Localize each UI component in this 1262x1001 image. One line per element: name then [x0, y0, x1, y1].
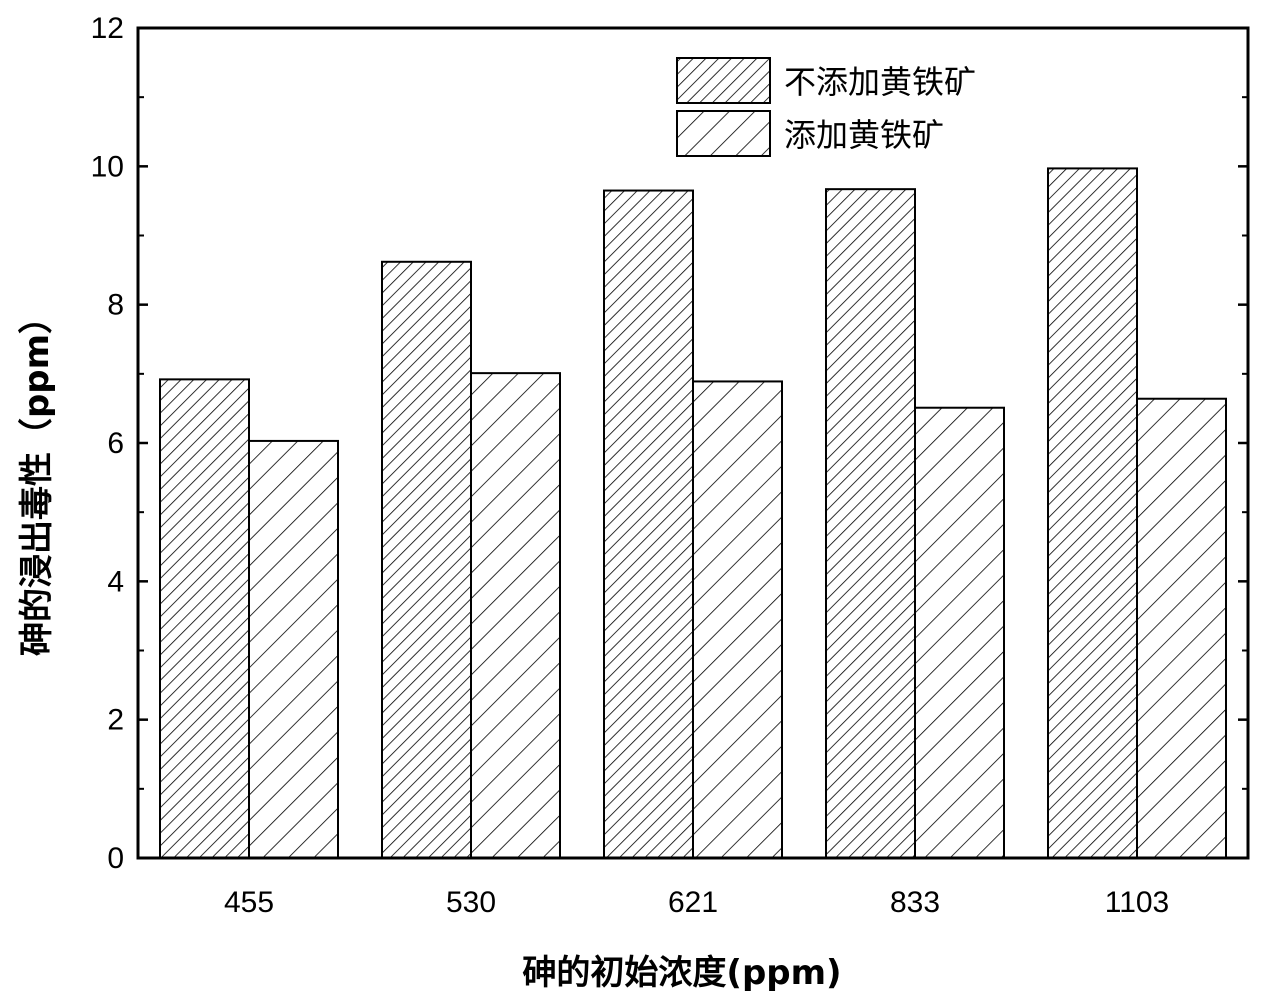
legend-label-with-pyrite: 添加黄铁矿	[784, 116, 944, 154]
bar-no-pyrite-530	[381, 260, 472, 859]
bars-group	[159, 167, 1227, 860]
y-tick-label: 8	[107, 289, 124, 322]
x-tick-label: 1103	[1105, 886, 1170, 919]
x-tick-label: 455	[224, 886, 274, 919]
x-tick-label: 621	[668, 886, 718, 919]
bar-with-pyrite-833	[914, 406, 1005, 859]
x-tick-label: 833	[890, 886, 940, 919]
x-tick-label: 530	[446, 886, 496, 919]
legend: 不添加黄铁矿 添加黄铁矿	[676, 57, 976, 157]
bar-with-pyrite-1103	[1136, 397, 1227, 859]
y-tick-label: 0	[107, 842, 124, 875]
bar-no-pyrite-455	[159, 378, 250, 859]
legend-swatch-no-pyrite	[676, 57, 771, 104]
bar-with-pyrite-530	[470, 372, 561, 859]
bar-no-pyrite-621	[603, 189, 694, 859]
bar-with-pyrite-455	[248, 439, 339, 859]
y-tick-label: 6	[107, 427, 124, 460]
y-axis-title: 砷的浸出毒性（ppm）	[17, 300, 57, 656]
y-tick-label: 2	[107, 704, 124, 737]
y-tick-label: 10	[91, 150, 124, 183]
y-tick-label: 4	[107, 565, 124, 598]
x-axis-title: 砷的初始浓度(ppm)	[522, 953, 841, 993]
legend-swatch-with-pyrite	[676, 110, 771, 157]
bar-no-pyrite-1103	[1047, 167, 1138, 860]
ticks-group: 0 2 4 6 8 10 12 455 530 621 833 1103	[91, 12, 1248, 919]
y-tick-label: 12	[91, 12, 124, 45]
legend-label-no-pyrite: 不添加黄铁矿	[784, 63, 976, 101]
bar-with-pyrite-621	[692, 380, 783, 859]
bar-no-pyrite-833	[825, 188, 916, 860]
